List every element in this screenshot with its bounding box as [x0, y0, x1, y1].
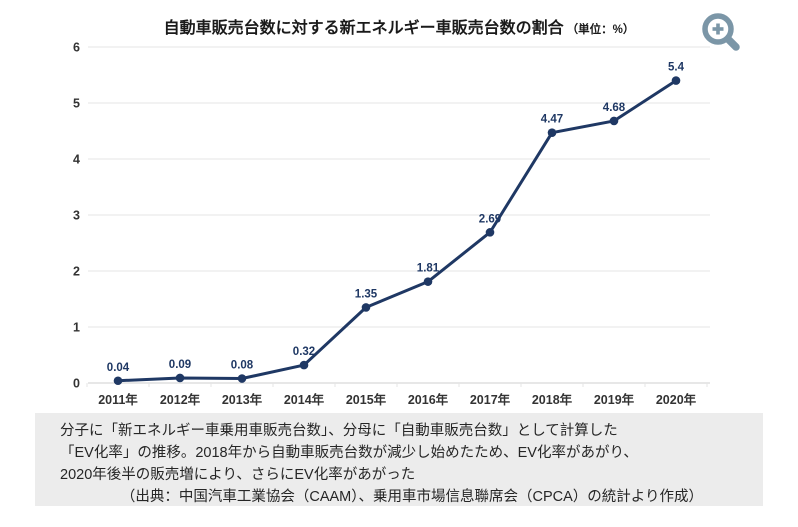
- y-tick-label: 1: [73, 321, 80, 335]
- data-point-label: 0.04: [107, 362, 130, 374]
- y-tick-label: 4: [73, 153, 80, 167]
- data-point: [609, 116, 619, 126]
- x-tick-label: 2017年: [470, 392, 511, 407]
- caption-line: 分子に「新エネルギー車乗用車販売台数」、分母に「自動車販売台数」として計算した: [60, 423, 618, 439]
- data-point: [423, 277, 433, 286]
- zoom-in-icon[interactable]: [698, 10, 746, 58]
- caption-source: （出典：中国汽車工業協会（CAAM）、乗用車市場信息聯席会（CPCA）の統計より…: [120, 489, 703, 505]
- y-tick-label: 6: [73, 41, 80, 55]
- data-point: [113, 376, 123, 386]
- x-tick-label: 2018年: [532, 392, 573, 407]
- data-point: [361, 303, 371, 312]
- x-tick-label: 2016年: [408, 392, 449, 407]
- data-point: [485, 228, 495, 237]
- data-point: [299, 360, 309, 370]
- data-point-label: 1.81: [417, 263, 440, 275]
- x-tick-label: 2015年: [346, 392, 387, 407]
- data-point-label: 0.08: [231, 360, 254, 372]
- data-point: [175, 373, 185, 383]
- data-point-label: 0.09: [169, 359, 191, 371]
- line-chart: 0 1 2 3 4 5 6 2011年 2012年 2013年 2014年 2015年 2016年 201…: [73, 41, 710, 407]
- y-tick-label: 5: [73, 97, 80, 111]
- x-tick-label: 2020年: [656, 392, 697, 407]
- y-tick-label: 2: [73, 265, 80, 279]
- chart-unit-label: （単位：%）: [566, 24, 635, 36]
- data-point-label: 0.32: [293, 346, 315, 358]
- data-point-label: 4.68: [603, 102, 626, 114]
- x-tick-label: 2011年: [98, 392, 138, 407]
- x-tick-label: 2013年: [222, 392, 263, 407]
- data-point-label: 4.47: [541, 114, 563, 126]
- caption-box: 分子に「新エネルギー車乗用車販売台数」、分母に「自動車販売台数」として計算した …: [35, 413, 763, 506]
- y-tick-label: 0: [73, 377, 80, 391]
- chart-title: 自動車販売台数に対する新エネルギー車販売台数の割合 （単位：%）: [0, 14, 798, 38]
- caption-line: 2020年後半の販売増により、さらにEV化率があがった: [60, 467, 416, 483]
- caption-line: 「EV化率」の推移。2018年から自動車販売台数が減少し始めたため、EV化率があ…: [60, 445, 638, 461]
- data-point: [671, 76, 681, 85]
- x-tick-label: 2014年: [284, 392, 325, 407]
- data-point-label: 2.69: [479, 213, 501, 225]
- y-tick-label: 3: [73, 209, 80, 223]
- data-point-label: 5.4: [668, 62, 685, 74]
- chart-title-text: 自動車販売台数に対する新エネルギー車販売台数の割合: [163, 20, 564, 37]
- x-tick-label: 2019年: [594, 392, 635, 407]
- data-point-label: 1.35: [355, 288, 378, 300]
- data-point: [237, 374, 247, 383]
- line-series: [117, 79, 677, 383]
- x-tick-label: 2012年: [160, 392, 201, 407]
- data-point: [547, 128, 557, 137]
